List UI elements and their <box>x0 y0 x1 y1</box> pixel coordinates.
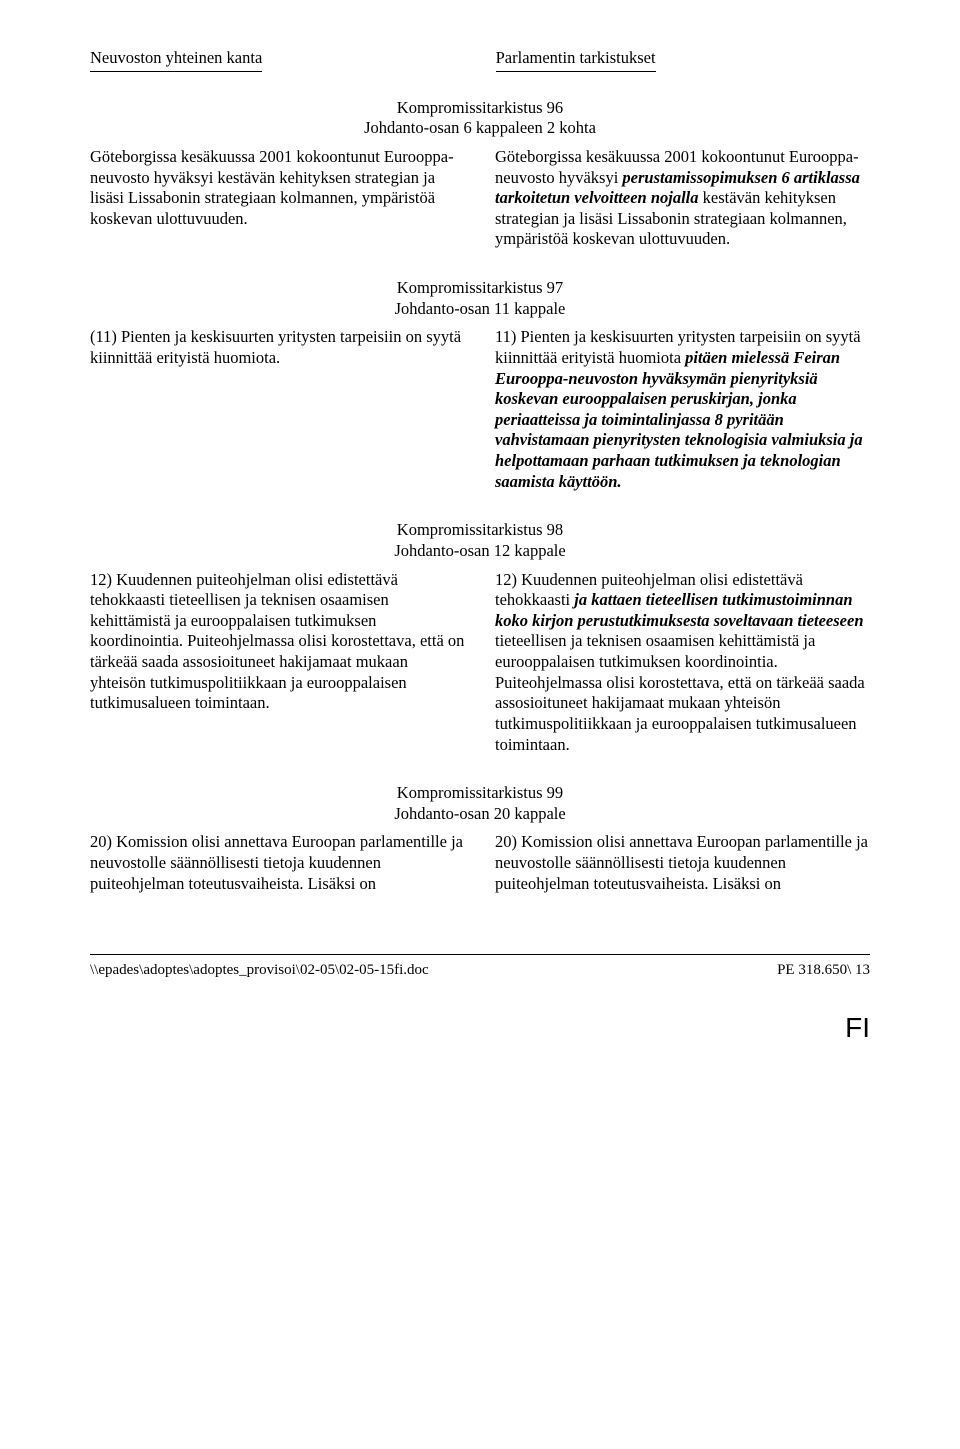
amendment-98: Kompromissitarkistus 98 Johdanto-osan 12… <box>90 520 870 755</box>
amendment-96: Kompromissitarkistus 96 Johdanto-osan 6 … <box>90 98 870 250</box>
amendment-97: Kompromissitarkistus 97 Johdanto-osan 11… <box>90 278 870 492</box>
amendment-97-left: (11) Pienten ja keskisuurten yritysten t… <box>90 327 465 492</box>
amendment-98-left-text: 12) Kuudennen puiteohjelman olisi ediste… <box>90 570 465 714</box>
amendment-99: Kompromissitarkistus 99 Johdanto-osan 20… <box>90 783 870 894</box>
a98-right-after: tieteellisen ja teknisen osaamisen kehit… <box>495 631 865 753</box>
amendment-97-right: 11) Pienten ja keskisuurten yritysten ta… <box>495 327 870 492</box>
amendment-97-subtitle: Johdanto-osan 11 kappale <box>90 299 870 320</box>
amendment-96-right: Göteborgissa kesäkuussa 2001 kokoontunut… <box>495 147 870 250</box>
amendment-99-columns: 20) Komission olisi annettava Euroopan p… <box>90 832 870 894</box>
amendment-96-right-text: Göteborgissa kesäkuussa 2001 kokoontunut… <box>495 147 870 250</box>
amendment-99-left-text: 20) Komission olisi annettava Euroopan p… <box>90 832 465 894</box>
amendment-99-subtitle: Johdanto-osan 20 kappale <box>90 804 870 825</box>
page-footer: \\epades\adoptes\adoptes_provisoi\02-05\… <box>90 954 870 980</box>
amendment-98-left: 12) Kuudennen puiteohjelman olisi ediste… <box>90 570 465 756</box>
amendment-96-title: Kompromissitarkistus 96 <box>90 98 870 119</box>
a97-right-italic: pitäen mielessä Feiran Eurooppa-neuvosto… <box>495 348 863 491</box>
amendment-99-title: Kompromissitarkistus 99 <box>90 783 870 804</box>
amendment-98-right-text: 12) Kuudennen puiteohjelman olisi ediste… <box>495 570 870 756</box>
amendment-97-columns: (11) Pienten ja keskisuurten yritysten t… <box>90 327 870 492</box>
header-right: Parlamentin tarkistukset <box>496 48 656 72</box>
amendment-98-header: Kompromissitarkistus 98 Johdanto-osan 12… <box>90 520 870 561</box>
amendment-97-header: Kompromissitarkistus 97 Johdanto-osan 11… <box>90 278 870 319</box>
footer-path: \\epades\adoptes\adoptes_provisoi\02-05\… <box>90 961 429 980</box>
amendment-98-title: Kompromissitarkistus 98 <box>90 520 870 541</box>
amendment-99-right: 20) Komission olisi annettava Euroopan p… <box>495 832 870 894</box>
header-right-col: Parlamentin tarkistukset <box>496 48 870 72</box>
amendment-96-left-text: Göteborgissa kesäkuussa 2001 kokoontunut… <box>90 147 465 230</box>
header-left: Neuvoston yhteinen kanta <box>90 48 262 72</box>
language-code: FI <box>90 1010 870 1045</box>
amendment-99-right-text: 20) Komission olisi annettava Euroopan p… <box>495 832 870 894</box>
amendment-99-left: 20) Komission olisi annettava Euroopan p… <box>90 832 465 894</box>
amendment-97-right-text: 11) Pienten ja keskisuurten yritysten ta… <box>495 327 870 492</box>
amendment-98-right: 12) Kuudennen puiteohjelman olisi ediste… <box>495 570 870 756</box>
amendment-96-left: Göteborgissa kesäkuussa 2001 kokoontunut… <box>90 147 465 250</box>
header-left-col: Neuvoston yhteinen kanta <box>90 48 464 72</box>
amendment-97-left-text: (11) Pienten ja keskisuurten yritysten t… <box>90 327 465 368</box>
amendment-96-header: Kompromissitarkistus 96 Johdanto-osan 6 … <box>90 98 870 139</box>
amendment-96-subtitle: Johdanto-osan 6 kappaleen 2 kohta <box>90 118 870 139</box>
amendment-97-title: Kompromissitarkistus 97 <box>90 278 870 299</box>
footer-page: PE 318.650\ 13 <box>777 961 870 980</box>
column-headers: Neuvoston yhteinen kanta Parlamentin tar… <box>90 48 870 72</box>
amendment-98-subtitle: Johdanto-osan 12 kappale <box>90 541 870 562</box>
amendment-96-columns: Göteborgissa kesäkuussa 2001 kokoontunut… <box>90 147 870 250</box>
amendment-99-header: Kompromissitarkistus 99 Johdanto-osan 20… <box>90 783 870 824</box>
amendment-98-columns: 12) Kuudennen puiteohjelman olisi ediste… <box>90 570 870 756</box>
